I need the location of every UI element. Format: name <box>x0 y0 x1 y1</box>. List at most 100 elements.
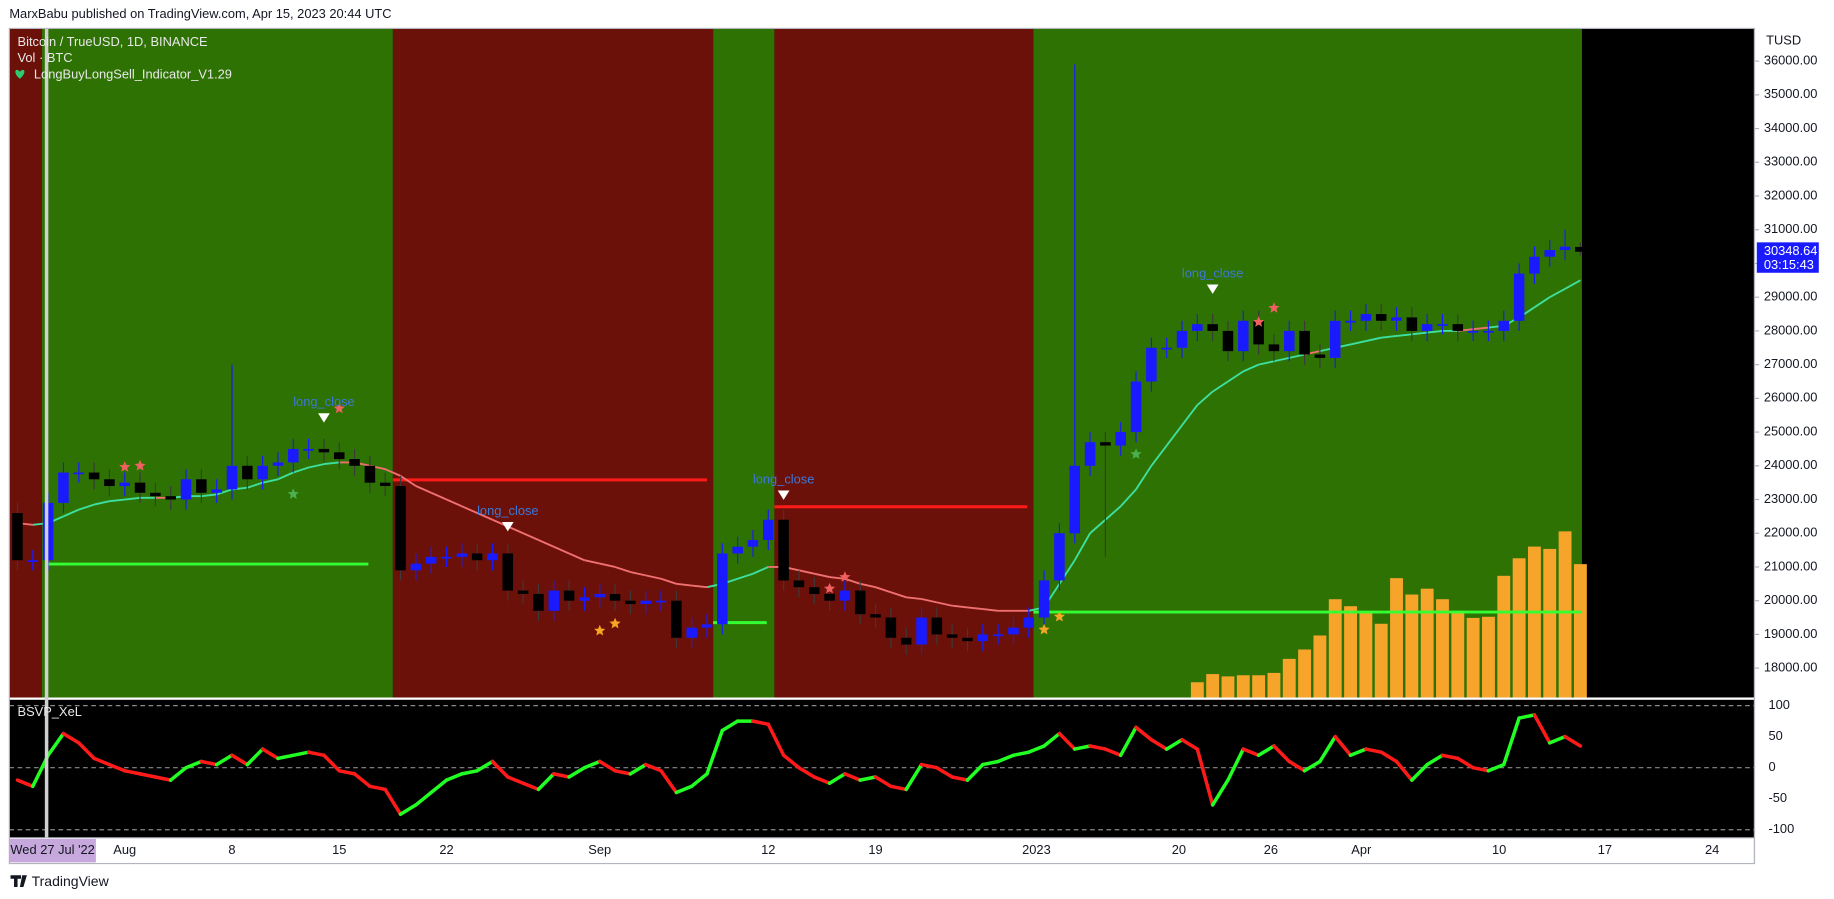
time-tick-label: 24 <box>1705 842 1719 857</box>
osc-segment <box>996 753 1016 764</box>
osc-segment <box>812 775 832 785</box>
signal-label: long_close <box>293 394 354 409</box>
osc-segment <box>965 762 985 782</box>
signal-star <box>1038 623 1050 635</box>
price-tick-label: 24000.00 <box>1764 457 1818 472</box>
countdown: 03:15:43 <box>1764 257 1814 272</box>
ma-segment <box>400 475 417 487</box>
osc-segment <box>429 778 449 795</box>
ma-segment <box>599 562 616 568</box>
osc-segment <box>781 753 801 770</box>
osc-segment <box>751 719 771 727</box>
osc-tick-label: -100 <box>1769 821 1795 836</box>
ma-segment <box>1381 335 1397 339</box>
ma-segment <box>1242 363 1259 373</box>
ma-segment <box>1196 390 1214 406</box>
ma-segment <box>292 466 309 474</box>
ma-segment <box>1289 353 1305 359</box>
candle-body <box>992 634 1004 637</box>
price-tick-label: 29000.00 <box>1764 289 1818 304</box>
osc-segment <box>15 778 35 789</box>
osc-segment <box>889 784 908 792</box>
osc-tick-label: 50 <box>1769 728 1783 743</box>
footer-brand: TradingView <box>32 873 110 889</box>
osc-segment <box>383 787 403 816</box>
candle-body <box>1115 432 1126 446</box>
volume-bar <box>1344 606 1357 698</box>
ma-segment <box>109 498 125 503</box>
candle-body <box>1253 320 1264 345</box>
osc-segment <box>475 759 495 773</box>
osc-tick-label: 0 <box>1769 759 1776 774</box>
osc-segment <box>337 769 357 776</box>
candle-body <box>1146 347 1157 382</box>
candle-body <box>73 472 85 475</box>
price-tick-label: 22000.00 <box>1764 525 1818 540</box>
candle-body <box>12 513 23 561</box>
signal-triangle <box>501 521 514 532</box>
ma-segment <box>415 485 432 494</box>
signal-triangle <box>318 413 330 423</box>
osc-segment <box>291 750 311 758</box>
osc-segment <box>1256 744 1276 758</box>
candle-body <box>257 465 268 480</box>
ma-segment <box>1227 370 1244 383</box>
signal-zone <box>392 28 714 698</box>
time-tick-label: 10 <box>1492 842 1506 857</box>
candle-body <box>487 553 498 561</box>
volume-bar <box>1236 675 1250 698</box>
osc-segment <box>613 769 633 776</box>
volume-bar <box>1282 658 1296 698</box>
osc-segment <box>61 731 81 745</box>
osc-segment <box>1226 747 1246 782</box>
osc-segment <box>199 759 219 767</box>
time-tick-label: 17 <box>1598 842 1612 857</box>
osc-segment <box>153 775 173 782</box>
signal-star <box>824 582 836 594</box>
candle-body <box>870 614 881 618</box>
osc-segment <box>674 784 694 795</box>
candle-body <box>640 600 651 605</box>
osc-segment <box>1348 747 1368 758</box>
volume-bar <box>1359 613 1373 698</box>
candle-body <box>1452 324 1464 331</box>
time-tick-label: 8 <box>228 842 235 857</box>
candle-body <box>885 617 897 638</box>
osc-segment <box>766 722 786 758</box>
candle-body <box>1100 442 1111 446</box>
osc-segment <box>214 753 234 767</box>
ma-segment <box>614 566 631 573</box>
osc-segment <box>245 747 265 767</box>
candle-body <box>333 452 345 460</box>
ma-segment <box>522 532 539 541</box>
candle-body <box>671 600 682 638</box>
candle-body <box>349 459 360 466</box>
volume-bar <box>1405 594 1419 698</box>
candle-body <box>104 479 115 487</box>
osc-segment <box>981 759 1000 767</box>
osc-segment <box>1088 744 1108 751</box>
ma-segment <box>1533 296 1551 309</box>
ma-segment <box>1181 404 1199 426</box>
price-tick-label: 23000.00 <box>1764 491 1818 506</box>
ma-segment <box>247 481 263 489</box>
candle-body <box>594 593 606 598</box>
candle-body <box>1054 533 1065 581</box>
candle-body <box>916 617 927 645</box>
candle-body <box>456 553 468 557</box>
ma-segment <box>201 493 217 498</box>
volume-bar <box>1573 564 1587 698</box>
candle-body <box>1176 330 1188 348</box>
ma-segment <box>1150 444 1168 467</box>
osc-segment <box>444 772 464 782</box>
ma-segment <box>93 500 110 506</box>
candle-body <box>1544 249 1556 257</box>
ma-segment <box>1549 287 1566 299</box>
osc-segment <box>950 775 970 782</box>
price-tick-label: 31000.00 <box>1764 221 1818 236</box>
candle-body <box>1345 320 1356 323</box>
osc-segment <box>1425 753 1445 767</box>
osc-segment <box>1042 731 1062 748</box>
candle-body <box>288 448 299 463</box>
osc-segment <box>1471 765 1491 773</box>
